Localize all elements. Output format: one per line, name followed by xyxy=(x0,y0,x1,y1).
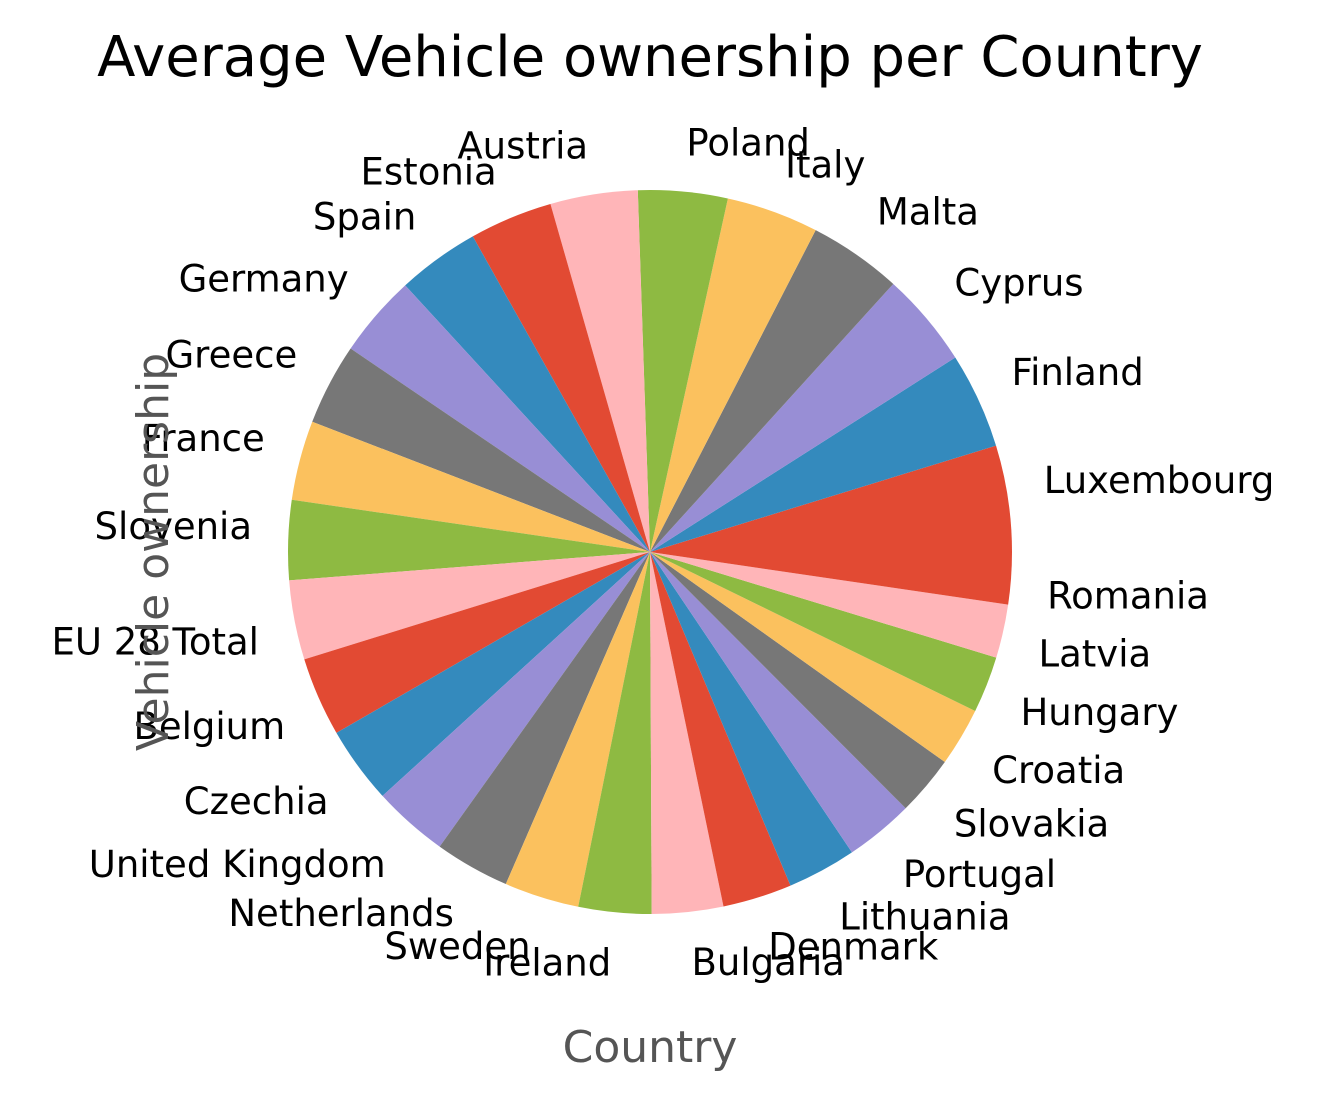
pie-slice-label: Greece xyxy=(166,333,298,376)
pie-slice-label: Lithuania xyxy=(839,896,1010,939)
pie-slice-label: United Kingdom xyxy=(89,843,386,886)
pie-slice-label: Latvia xyxy=(1039,633,1152,676)
pie-slice-label: Italy xyxy=(785,143,865,186)
pie-slice xyxy=(650,552,1009,658)
pie-slice xyxy=(637,190,728,552)
pie-slice xyxy=(578,552,652,914)
pie-slice-label: Malta xyxy=(877,191,979,234)
pie-slice-label: Bulgaria xyxy=(692,941,845,984)
pie-slice-label: Romania xyxy=(1047,574,1209,617)
pie-slice xyxy=(650,552,724,914)
pie-slice xyxy=(550,190,650,552)
pie-slice xyxy=(350,285,650,552)
pie-slice xyxy=(650,198,816,552)
pie-slice-label: Croatia xyxy=(992,749,1125,792)
pie-slice xyxy=(650,552,906,853)
pie-slice-label: Finland xyxy=(1011,351,1143,394)
pie-slice-label: Netherlands xyxy=(228,892,454,935)
pie-slice-label: Sweden xyxy=(384,925,530,968)
pie-slice xyxy=(650,552,976,763)
pie-slice-label: Luxembourg xyxy=(1044,459,1275,502)
pie-slice-label: Belgium xyxy=(133,705,285,748)
pie-slice xyxy=(650,357,997,552)
pie-slice xyxy=(650,552,1012,605)
pie-slice-label: Slovakia xyxy=(954,803,1109,846)
pie-slice xyxy=(439,552,650,885)
pie-slice-label: France xyxy=(142,417,265,460)
pie-slice-label: Czechia xyxy=(184,780,329,823)
pie-slice xyxy=(336,552,650,796)
pie-slice-label: EU 28 Total xyxy=(51,620,258,663)
pie-slice xyxy=(650,552,852,886)
pie-slice xyxy=(472,203,650,552)
pie-slice-label: Denmark xyxy=(768,925,939,968)
pie-slice xyxy=(650,552,997,712)
pie-slice xyxy=(650,552,791,907)
pie-slice-label: Slovenia xyxy=(95,505,252,548)
pie-slice-label: Hungary xyxy=(1020,691,1178,734)
pie-slice-label: Poland xyxy=(686,121,810,164)
pie-slice-label: Estonia xyxy=(361,150,497,193)
pie-slice xyxy=(650,283,956,552)
pie-slice-label: Germany xyxy=(179,258,349,301)
pie-slice-label: Austria xyxy=(457,125,588,168)
pie-slice-label: Spain xyxy=(313,196,416,239)
pie-slice xyxy=(405,236,650,552)
pie-slice xyxy=(304,552,650,733)
pie-slice-label: Ireland xyxy=(483,942,611,985)
pie-slice xyxy=(650,552,945,809)
pie-slice xyxy=(382,552,650,847)
x-axis-label: Country xyxy=(563,1022,738,1073)
pie-slice xyxy=(291,421,650,552)
pie-slice xyxy=(288,499,650,581)
pie-slice xyxy=(505,552,650,907)
pie-slice xyxy=(650,230,894,552)
pie-slice xyxy=(312,348,650,552)
pie-slice-label: Portugal xyxy=(903,853,1056,896)
y-axis-label: Vehicle ownership xyxy=(128,353,179,751)
pie-slice xyxy=(289,552,650,660)
pie-slice xyxy=(650,445,1012,552)
chart-title: Average Vehicle ownership per Country xyxy=(97,25,1203,90)
pie-slices xyxy=(288,190,1012,914)
pie-slice-label: Cyprus xyxy=(954,261,1083,304)
